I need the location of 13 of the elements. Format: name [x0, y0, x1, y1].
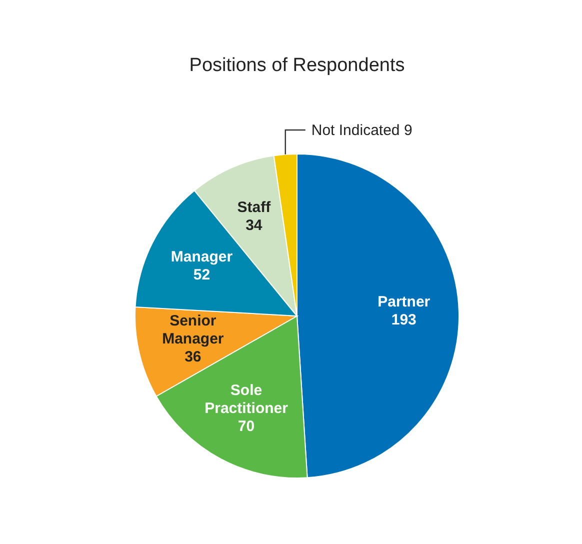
data-label: 193 [391, 312, 416, 329]
slice-label: Staff [237, 199, 272, 216]
data-label: 36 [184, 348, 202, 366]
slice-label: Senior Manager [162, 312, 224, 348]
slice-label: Manager [170, 248, 233, 266]
data-label: 70 [238, 418, 255, 436]
slice-label: Sole Practitioner [204, 382, 288, 418]
slice-label: Not Indicated [311, 122, 400, 139]
chart-title: Positions of Respondents [189, 55, 405, 76]
slice-label: Partner [378, 294, 430, 311]
data-label: 34 [246, 217, 263, 234]
data-label: 9 [404, 122, 412, 139]
data-label: 52 [193, 266, 210, 284]
